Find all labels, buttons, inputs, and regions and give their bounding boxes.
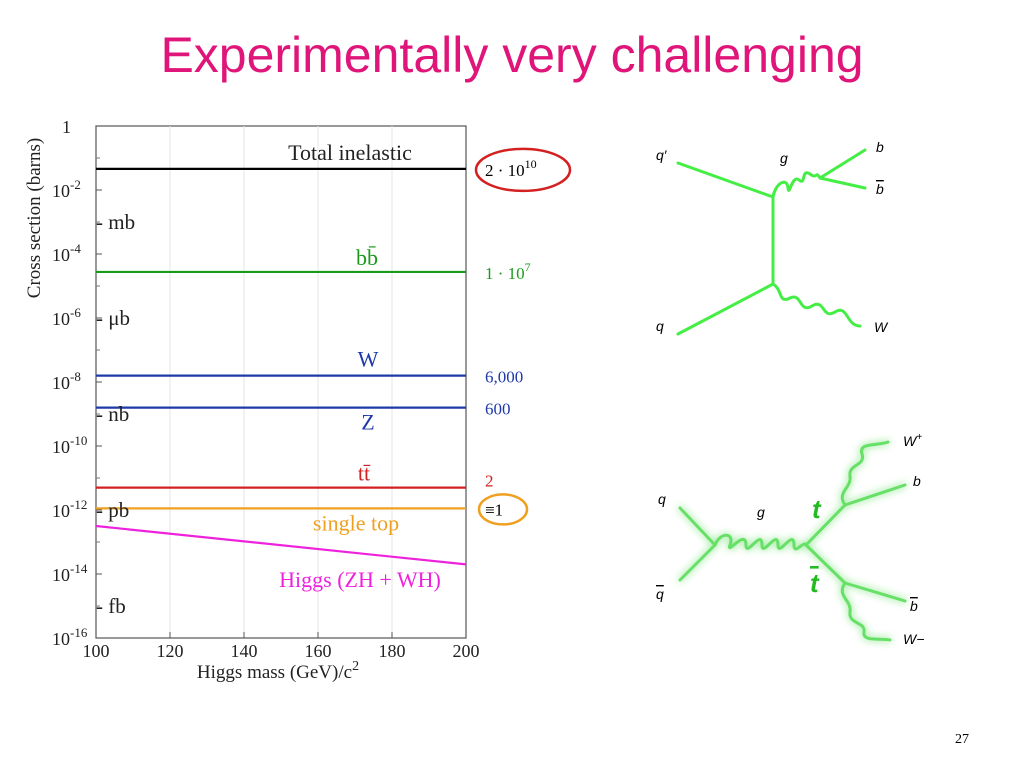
y-tick-label: 1: [62, 117, 71, 137]
label-top-quark: t: [812, 494, 822, 524]
unit-marker: - mb: [96, 210, 135, 234]
series-label-bb: bb̄: [356, 245, 378, 270]
page-number: 27: [955, 732, 969, 747]
rate-label-tt: 2: [485, 472, 494, 491]
x-tick-label: 180: [379, 641, 406, 661]
feynman-diagram-wbb: [676, 148, 867, 336]
series-label-tt: tt̄: [358, 461, 371, 486]
series-label-single-top: single top: [313, 510, 399, 535]
label-b-bottom: b: [913, 473, 921, 489]
quark-line-q-in: [678, 506, 717, 547]
series-label-total-inelastic: Total inelastic: [288, 140, 412, 165]
y-tick-label: 10-4: [52, 241, 81, 265]
unit-marker: - pb: [96, 498, 129, 522]
series-lines: [95, 167, 467, 566]
b-line: [818, 148, 867, 180]
label-q-bottom: q: [658, 491, 666, 507]
b-line-bottom: [843, 483, 907, 507]
gluon-curl: [771, 171, 822, 199]
rate-label-bb: 1 · 107: [485, 260, 531, 283]
x-tick-label: 160: [305, 641, 332, 661]
rate-highlight-circle-total-inelastic: [474, 147, 572, 193]
series-label-higgs-zh-wh: Higgs (ZH + WH): [279, 567, 441, 592]
rate-highlight-circle-single-top: [477, 493, 529, 526]
rate-label-single-top: ≡1: [485, 500, 503, 519]
y-axis-label: Cross section (barns): [24, 138, 45, 298]
y-tick-label: 10-2: [52, 177, 81, 201]
unit-marker: - fb: [96, 594, 126, 618]
label-g-bottom: g: [757, 504, 765, 520]
w-boson-wave: [771, 282, 862, 328]
bbar-line: [818, 176, 867, 190]
rate-label-total-inelastic: 2 · 1010: [485, 157, 537, 180]
series-labels: Total inelastic bb̄ W Ztt̄ single top Higgs (…: [279, 140, 441, 592]
label-q-prime: q′: [656, 147, 668, 163]
antitop-line: [804, 543, 847, 585]
quark-line-q: [676, 282, 775, 336]
gluon-propagator: [713, 533, 808, 551]
x-tick-label: 140: [231, 641, 258, 661]
quark-line-q-prime: [676, 161, 775, 199]
label-bbar-top: b: [876, 181, 884, 197]
plot-frame: [95, 125, 467, 639]
series-line-higgs-zh-wh: [95, 524, 467, 566]
unit-markers: - mb - μb - nb - pb - fb: [96, 210, 135, 618]
label-antitop-quark: t: [810, 568, 820, 598]
top-line: [804, 503, 847, 547]
rate-label-z: 600: [485, 400, 511, 419]
w-minus-wave: [840, 581, 892, 642]
x-tick-labels: 100 120 140 160 180 200: [83, 632, 480, 661]
rate-labels: 2 · 1010 1 · 107 6,000 600 2 ≡1: [474, 147, 572, 526]
slide-title: Experimentally very challenging: [160, 27, 864, 83]
label-w-minus: W−: [903, 631, 924, 647]
x-tick-label: 100: [83, 641, 110, 661]
y-tick-label: 10-8: [52, 369, 81, 393]
x-tick-label: 200: [453, 641, 480, 661]
y-tick-label: 10-10: [52, 433, 87, 457]
x-axis-label: Higgs mass (GeV)/c2: [197, 659, 359, 683]
label-w-top: W: [874, 319, 889, 335]
bbar-line-bottom: [843, 581, 907, 603]
label-w-plus: W+: [903, 432, 922, 449]
y-tick-label: 10-12: [52, 497, 87, 521]
feynman-diagram-ttbar: [678, 440, 907, 642]
series-label-z: Z: [361, 410, 374, 435]
y-tick-label: 10-14: [52, 561, 88, 585]
y-tick-label: 10-16: [52, 625, 88, 649]
x-tick-label: 120: [157, 641, 184, 661]
y-tick-label: 10-6: [52, 305, 81, 329]
label-bbar-bottom: b: [910, 598, 918, 614]
w-plus-wave: [840, 440, 890, 507]
label-g-top: g: [780, 150, 788, 166]
series-label-w: W: [358, 347, 379, 372]
label-qbar-bottom: q: [656, 586, 664, 602]
rate-label-w: 6,000: [485, 368, 523, 387]
unit-marker: - nb: [96, 402, 129, 426]
y-tick-labels: 1 10-2 10-4 10-6 10-8 10-10 10-12 10-14 10-16: [52, 117, 102, 649]
grid: [169, 126, 393, 638]
antiquark-line-in: [678, 543, 717, 582]
label-q-top: q: [656, 318, 664, 334]
unit-marker: - μb: [96, 306, 130, 330]
label-b-top: b: [876, 139, 884, 155]
